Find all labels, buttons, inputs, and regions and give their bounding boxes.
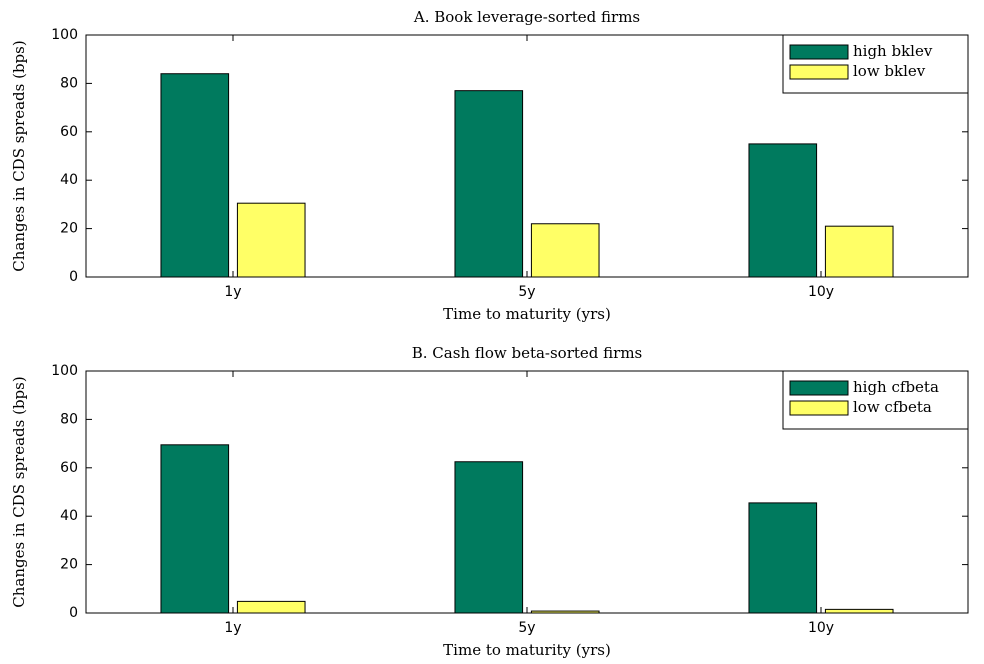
bar <box>748 143 818 278</box>
y-tick-label: 0 <box>69 269 78 285</box>
bar <box>160 444 230 614</box>
bar <box>236 600 306 614</box>
bar <box>530 223 600 278</box>
x-tick-label: 1y <box>224 284 241 300</box>
legend-label: low bklev <box>853 62 926 80</box>
bar <box>748 502 818 614</box>
legend-label: high cfbeta <box>853 378 939 396</box>
chart-title: A. Book leverage-sorted firms <box>413 8 640 26</box>
y-tick-label: 40 <box>60 508 78 524</box>
x-axis-label: Time to maturity (yrs) <box>443 641 611 659</box>
y-tick-label: 20 <box>60 221 78 237</box>
legend-swatch <box>789 400 849 416</box>
y-tick-label: 80 <box>60 75 78 91</box>
y-tick-label: 100 <box>51 363 78 379</box>
x-axis-label: Time to maturity (yrs) <box>443 305 611 323</box>
x-tick-label: 10y <box>808 620 834 636</box>
y-tick-label: 20 <box>60 557 78 573</box>
plot-frame <box>85 370 969 614</box>
legend-label: low cfbeta <box>853 398 932 416</box>
y-tick-label: 0 <box>69 605 78 621</box>
y-axis-label: Changes in CDS spreads (bps) <box>10 376 28 607</box>
legend-swatch <box>789 380 849 396</box>
x-tick-label: 5y <box>518 284 535 300</box>
y-tick-label: 100 <box>51 27 78 43</box>
chart-title: B. Cash flow beta-sorted firms <box>412 344 643 362</box>
y-tick-label: 80 <box>60 411 78 427</box>
legend-swatch <box>789 64 849 80</box>
bar <box>236 202 306 278</box>
bar <box>824 225 894 278</box>
y-tick-label: 60 <box>60 460 78 476</box>
y-axis-label: Changes in CDS spreads (bps) <box>10 40 28 271</box>
bar <box>160 73 230 278</box>
x-tick-label: 1y <box>224 620 241 636</box>
legend-swatch <box>789 44 849 60</box>
bar <box>454 90 524 278</box>
x-tick-label: 5y <box>518 620 535 636</box>
bar <box>824 608 894 614</box>
y-tick-label: 40 <box>60 172 78 188</box>
plot-frame <box>85 34 969 278</box>
y-tick-label: 60 <box>60 124 78 140</box>
x-tick-label: 10y <box>808 284 834 300</box>
bar <box>454 461 524 614</box>
legend-label: high bklev <box>853 42 933 60</box>
